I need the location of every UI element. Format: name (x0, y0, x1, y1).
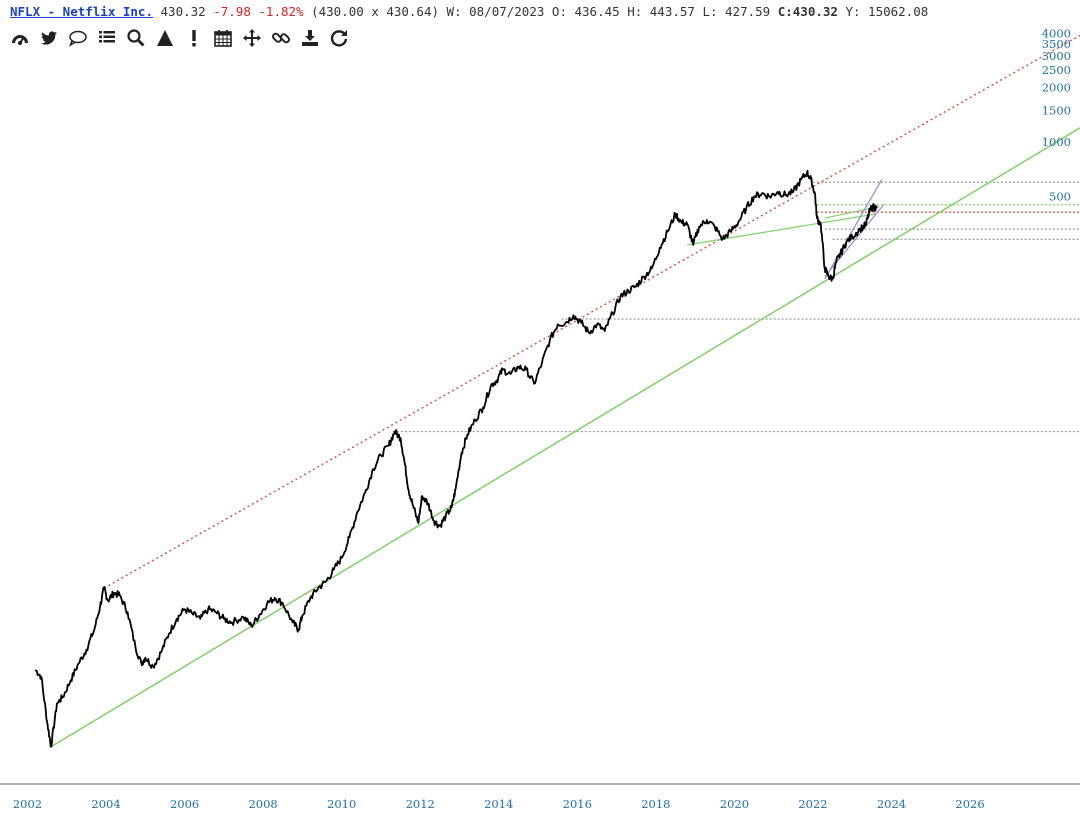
x-tick-label: 2012 (406, 797, 435, 811)
x-tick-label: 2010 (327, 797, 356, 811)
x-tick-label: 2006 (170, 797, 199, 811)
x-tick-label: 2016 (563, 797, 592, 811)
calendar-icon (214, 30, 232, 47)
x-axis: 2002 2004 2006 2008 2010 2012 2014 2016 2018 2020… (13, 797, 985, 811)
week-date: W: 08/07/2023 (446, 4, 545, 19)
channel-trendline (824, 179, 883, 280)
triangle-button[interactable] (153, 26, 177, 50)
link-button[interactable] (269, 26, 293, 50)
download-icon (302, 30, 318, 46)
y-tick-label: 1000 (1042, 135, 1071, 149)
y-tick-label: 3500 (1042, 37, 1071, 51)
comment-icon (69, 30, 87, 47)
move-icon (243, 29, 261, 47)
y-tick-label: 4000 (1042, 26, 1071, 40)
refresh-button[interactable] (327, 26, 351, 50)
refresh-icon (330, 30, 348, 47)
trend-trendline (687, 213, 876, 246)
comment-button[interactable] (66, 26, 90, 50)
x-tick-label: 2018 (641, 797, 670, 811)
close-value: 430.32 (792, 4, 838, 19)
y-tick-label: 500 (1049, 190, 1071, 204)
x-tick-label: 2024 (877, 797, 906, 811)
search-icon (127, 29, 145, 47)
last-price: 430.32 (160, 4, 206, 19)
search-button[interactable] (124, 26, 148, 50)
price-line (34, 169, 878, 748)
x-tick-label: 2026 (955, 797, 984, 811)
support-trendline (50, 127, 1080, 748)
x-tick-label: 2022 (798, 797, 827, 811)
y-value: Y: 15062.08 (845, 4, 929, 19)
x-tick-label: 2008 (248, 797, 277, 811)
list-icon (99, 31, 115, 43)
close-label: C: (777, 4, 793, 19)
channel-trendline (824, 204, 885, 278)
low-value: L: 427.59 (702, 4, 771, 19)
x-tick-label: 2014 (484, 797, 513, 811)
triangle-icon (157, 30, 173, 46)
exclamation-icon (192, 30, 196, 47)
x-tick-label: 2002 (13, 797, 42, 811)
y-tick-label: 2000 (1042, 81, 1071, 95)
y-tick-label: 1500 (1042, 103, 1071, 117)
trendlines (50, 34, 1080, 748)
twitter-icon (41, 31, 57, 45)
calendar-button[interactable] (211, 26, 235, 50)
quote-header: NFLX - Netflix Inc. 430.32 -7.98 -1.82% … (10, 3, 928, 21)
resistance-trendline (103, 34, 1080, 589)
price-change-pct: -1.82% (258, 4, 304, 19)
price-change: -7.98 (213, 4, 251, 19)
toolbar (8, 26, 351, 50)
price-series (34, 169, 878, 748)
twitter-button[interactable] (37, 26, 61, 50)
x-tick-label: 2020 (720, 797, 749, 811)
bid-ask: (430.00 x 430.64) (311, 4, 440, 19)
dashboard-button[interactable] (8, 26, 32, 50)
open-value: O: 436.45 (551, 4, 620, 19)
x-tick-label: 2004 (91, 797, 120, 811)
high-value: H: 443.57 (627, 4, 695, 19)
dashboard-icon (12, 35, 28, 45)
alert-button[interactable] (182, 26, 206, 50)
symbol-link[interactable]: NFLX - Netflix Inc. (10, 4, 153, 19)
link-icon (271, 32, 291, 44)
y-tick-label: 2500 (1042, 63, 1071, 77)
download-button[interactable] (298, 26, 322, 50)
y-tick-label: 3000 (1042, 49, 1071, 63)
list-button[interactable] (95, 26, 119, 50)
move-button[interactable] (240, 26, 264, 50)
horizontal-levels (392, 181, 1080, 433)
